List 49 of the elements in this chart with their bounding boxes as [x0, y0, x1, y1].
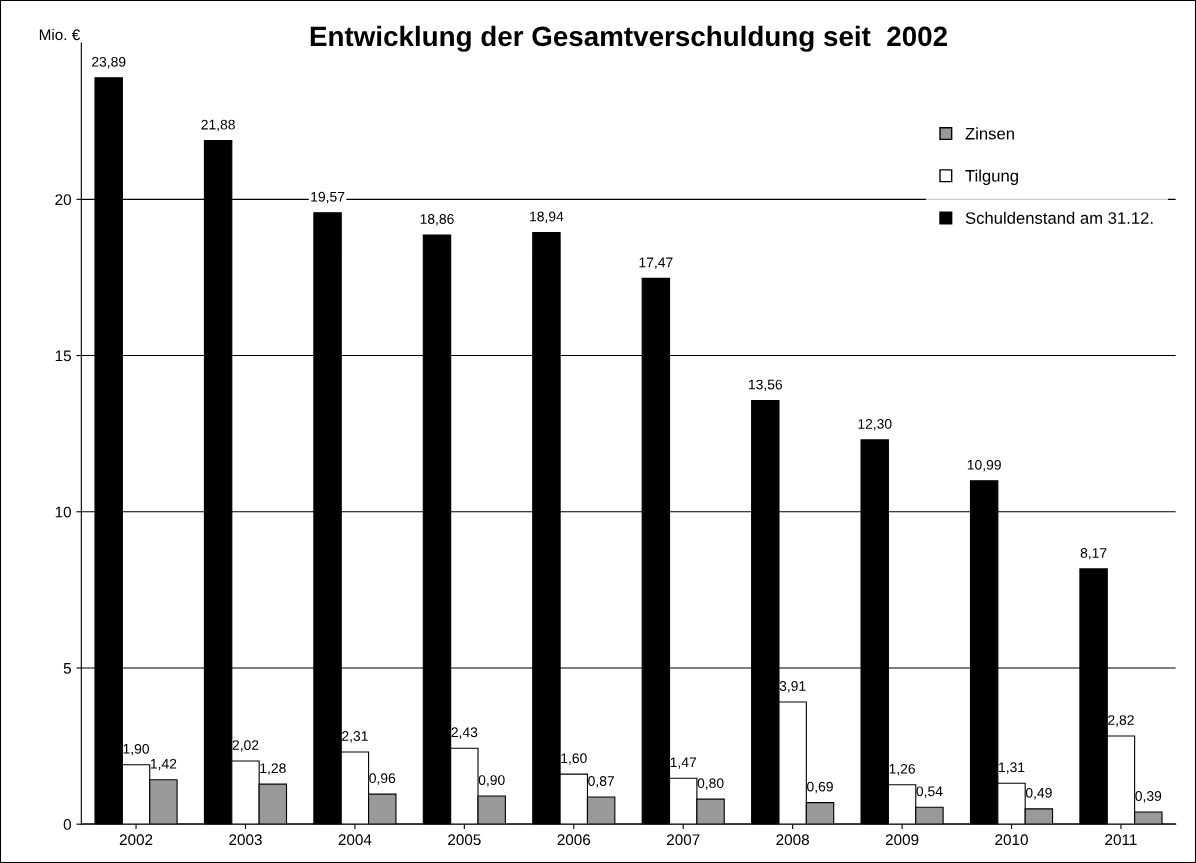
data-label: 23,89: [92, 56, 126, 69]
data-label: 0,49: [1025, 787, 1052, 800]
data-label: 21,88: [201, 119, 235, 132]
data-label: 2,43: [451, 727, 478, 739]
y-tick-label: 10: [55, 506, 72, 518]
data-label: 1,31: [999, 762, 1025, 774]
data-label: 18,86: [420, 214, 454, 226]
legend-label: Schuldenstand am 31.12.: [965, 211, 1153, 224]
data-label: 0,69: [807, 781, 833, 794]
data-label: 1,90: [123, 743, 150, 756]
data-label: 18,94: [530, 211, 564, 224]
y-tick-label: 5: [63, 662, 71, 674]
data-label: 0,80: [697, 778, 724, 790]
x-tick-label: 2003: [229, 834, 262, 846]
data-label: 0,96: [369, 773, 396, 785]
x-tick-label: 2007: [666, 834, 700, 846]
y-tick-label: 0: [63, 819, 72, 830]
data-label: 1,42: [150, 758, 177, 771]
x-tick-label: 2008: [776, 834, 809, 846]
data-label: 13,56: [748, 379, 783, 392]
data-label: 2,82: [1108, 715, 1134, 727]
x-tick-label: 2009: [885, 834, 919, 846]
data-label: 8,17: [1080, 548, 1107, 560]
data-label: 1,60: [561, 753, 587, 765]
x-tick-label: 2010: [995, 834, 1028, 846]
data-label: 19,57: [311, 191, 345, 204]
y-tick-label: 15: [55, 350, 71, 362]
data-label: 0,87: [588, 776, 614, 788]
data-label: 1,28: [260, 763, 286, 775]
y-tick-label: 20: [55, 194, 72, 206]
data-label: 0,39: [1135, 791, 1162, 803]
x-tick-label: 2006: [557, 834, 591, 846]
x-tick-label: 2002: [119, 834, 153, 846]
data-label: 2,31: [342, 731, 368, 743]
legend-label: Zinsen: [965, 127, 1014, 140]
x-tick-label: 2004: [338, 834, 372, 846]
legend-label: Tilgung: [965, 169, 1018, 186]
data-label: 2,02: [232, 740, 259, 752]
y-axis-title: Mio. €: [39, 28, 81, 41]
data-label: 1,26: [889, 763, 915, 776]
x-tick-label: 2011: [1105, 834, 1137, 846]
data-label: 1,47: [670, 757, 697, 769]
data-label: 17,47: [639, 257, 673, 269]
chart-title: Entwicklung der Gesamtverschuldung seit 2002: [310, 25, 947, 52]
data-label: 3,91: [779, 681, 806, 693]
data-label: 0,54: [916, 786, 943, 798]
data-label: 12,30: [858, 418, 892, 431]
data-label: 10,99: [967, 459, 1001, 472]
x-tick-label: 2005: [448, 834, 481, 846]
